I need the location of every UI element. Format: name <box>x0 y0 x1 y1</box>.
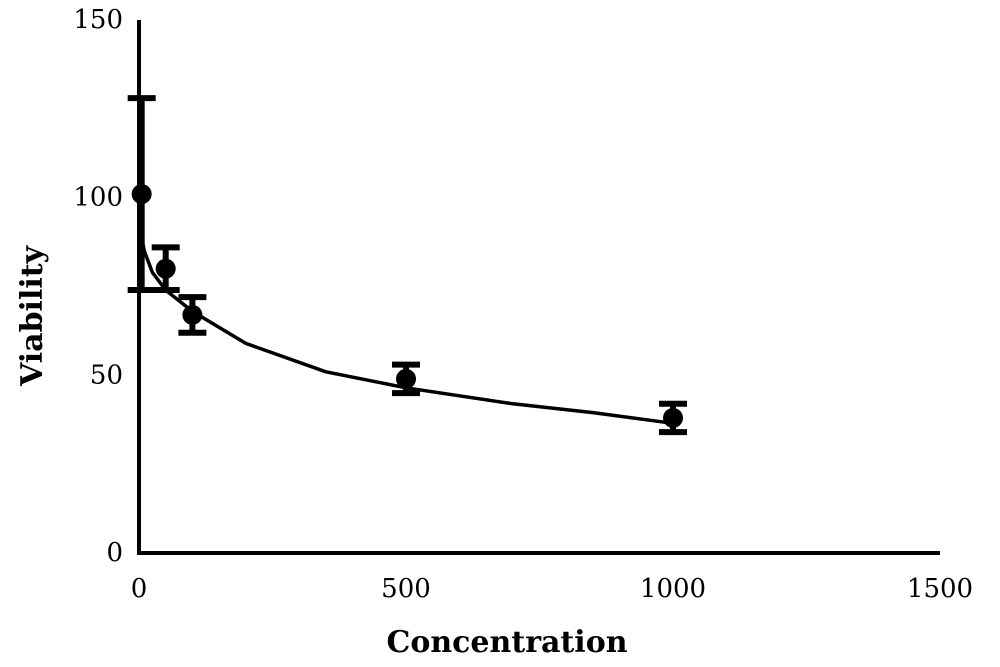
x-axis-title: Concentration <box>386 625 627 660</box>
tick-labels: 0 500 1000 1500 0 50 100 150 <box>73 5 973 604</box>
y-tick-label: 0 <box>106 538 123 568</box>
x-tick-label: 500 <box>381 574 431 604</box>
y-tick-label: 50 <box>90 360 123 390</box>
data-point <box>131 184 152 205</box>
y-tick-label: 100 <box>73 183 123 213</box>
x-tick-label: 1000 <box>640 574 706 604</box>
data-point <box>182 304 203 325</box>
axes <box>137 20 940 555</box>
data-point <box>396 368 416 389</box>
data-point <box>155 258 176 279</box>
y-axis-title: Viability <box>15 244 50 387</box>
plot-area <box>127 95 687 436</box>
x-tick-label: 0 <box>131 574 148 604</box>
data-point <box>663 407 683 428</box>
trendline <box>138 227 675 426</box>
y-tick-label: 150 <box>73 5 123 35</box>
x-tick-label: 1500 <box>907 574 973 604</box>
